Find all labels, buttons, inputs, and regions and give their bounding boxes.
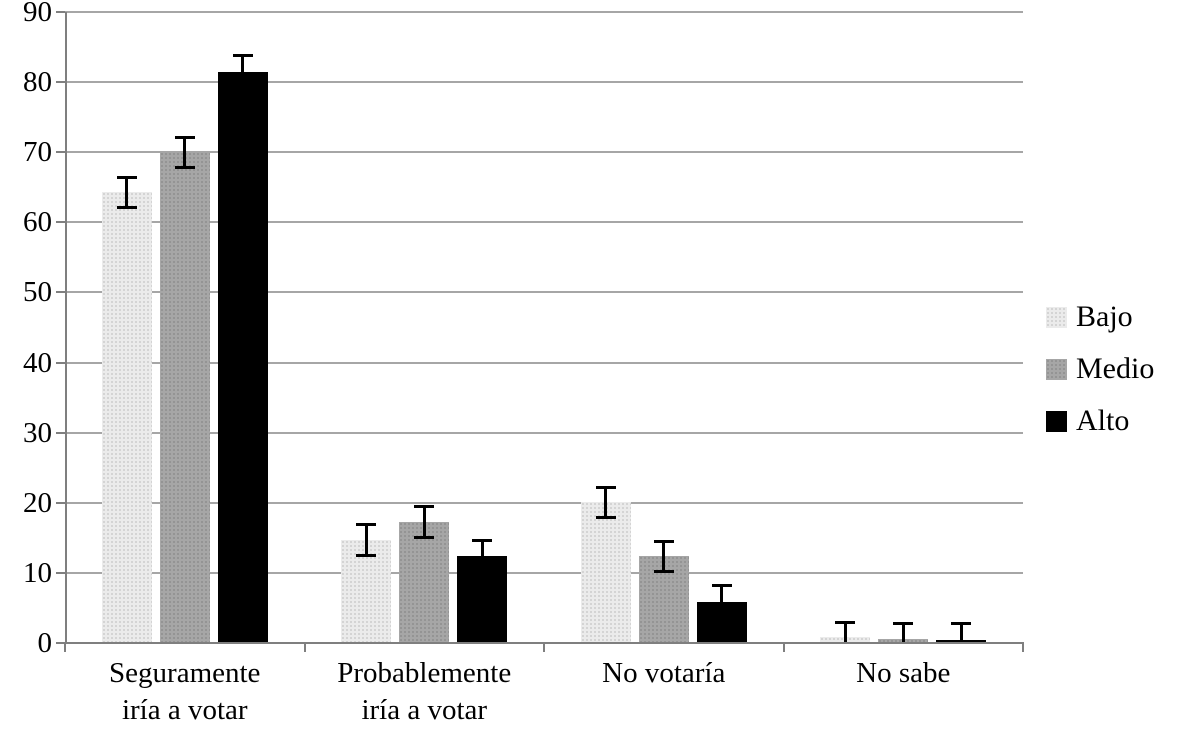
error-bar (901, 622, 905, 643)
error-bar-cap-bottom (711, 616, 732, 620)
bar-bajo (341, 539, 392, 643)
legend-swatch-alto (1046, 410, 1067, 432)
y-tick-label: 90 (23, 0, 52, 28)
gridline (65, 81, 1023, 84)
y-tick-label: 80 (23, 66, 52, 99)
legend-item: Medio (1046, 343, 1154, 395)
x-category-label: Seguramente iría a votar (35, 655, 335, 729)
error-bar (843, 621, 847, 643)
error-bar (662, 540, 666, 572)
gridline (65, 151, 1023, 154)
gridline (65, 431, 1023, 434)
legend-swatch-bajo (1046, 306, 1067, 328)
y-axis-tick (56, 221, 65, 224)
y-axis-tick (56, 81, 65, 84)
error-bar (720, 584, 724, 619)
error-bar-cap-bottom (232, 86, 253, 90)
error-bar-cap-top (174, 135, 195, 139)
x-category-label-line: Probablemente (337, 657, 512, 689)
error-bar (364, 523, 368, 557)
error-bar (125, 176, 129, 208)
x-category-label: No votaría (514, 655, 814, 692)
y-axis-tick (56, 291, 65, 294)
x-axis-tick (1022, 642, 1024, 652)
error-bar (183, 136, 187, 168)
y-axis-tick (56, 431, 65, 434)
error-bar-cap-top (653, 539, 674, 543)
error-bar-cap-top (893, 621, 914, 625)
legend-item: Alto (1046, 395, 1154, 447)
y-tick-label: 0 (37, 627, 53, 659)
gridline (65, 571, 1023, 574)
bar-medio (399, 521, 450, 643)
error-bar-cap-top (595, 485, 616, 489)
y-axis-tick (56, 642, 65, 644)
y-tick-label: 70 (23, 136, 52, 169)
y-tick-label: 30 (23, 416, 52, 449)
error-bar-cap-top (711, 583, 732, 587)
x-category-label: Probablemente iría a votar (274, 655, 574, 729)
x-axis-tick (303, 642, 306, 652)
legend-label: Alto (1076, 404, 1130, 437)
legend-item: Bajo (1046, 291, 1154, 343)
legend-label: Medio (1076, 352, 1155, 385)
x-axis-tick (543, 642, 545, 652)
error-bar-cap-top (835, 620, 856, 624)
y-axis-tick (56, 151, 65, 154)
bar-alto (217, 71, 268, 643)
x-category-label-line: No sabe (856, 657, 951, 689)
plot-area (65, 11, 1023, 643)
error-bar-cap-top (356, 522, 377, 526)
error-bar-cap-top (951, 622, 972, 626)
y-tick-label: 20 (23, 486, 52, 519)
error-bar-cap-top (472, 538, 493, 542)
error-bar (959, 623, 963, 643)
gridline (65, 11, 1023, 13)
error-bar-cap-bottom (356, 554, 377, 558)
y-axis-tick (56, 361, 65, 364)
gridline (65, 501, 1023, 504)
y-axis-tick (56, 501, 65, 504)
y-axis-tick (56, 571, 65, 574)
error-bar-cap-top (116, 175, 137, 179)
legend-label: Bajo (1076, 300, 1133, 333)
x-category-label: No sabe (753, 655, 1053, 692)
bar-medio (159, 152, 210, 643)
bar-bajo (101, 192, 152, 643)
x-axis-tick (64, 642, 66, 652)
x-category-label-line: iría a votar (121, 694, 248, 726)
error-bar (422, 505, 426, 538)
error-bar-cap-bottom (414, 535, 435, 539)
x-axis-tick (782, 642, 785, 652)
y-tick-label: 40 (23, 346, 52, 379)
x-category-label-line: Seguramente (109, 657, 261, 689)
legend: Bajo Medio Alto (1046, 291, 1154, 447)
y-tick-label: 60 (23, 206, 52, 239)
error-bar-cap-bottom (116, 205, 137, 209)
error-bar-cap-bottom (595, 515, 616, 519)
y-tick-label: 10 (23, 556, 52, 589)
error-bar (480, 539, 484, 573)
y-tick-label: 50 (23, 276, 52, 309)
y-axis (65, 12, 67, 643)
gridline (65, 361, 1023, 364)
error-bar-cap-top (414, 504, 435, 508)
error-bar (241, 54, 245, 89)
x-category-label-line: iría a votar (361, 694, 488, 726)
error-bar-cap-bottom (174, 165, 195, 169)
error-bar-cap-top (232, 53, 253, 57)
error-bar-cap-bottom (472, 570, 493, 574)
gridline (65, 221, 1023, 224)
bar-bajo (580, 502, 631, 643)
error-bar-cap-bottom (653, 569, 674, 573)
x-category-label-line: No votaría (602, 657, 726, 689)
legend-swatch-medio (1046, 358, 1067, 380)
gridline (65, 291, 1023, 294)
y-axis-tick (56, 11, 65, 13)
error-bar (604, 486, 608, 518)
